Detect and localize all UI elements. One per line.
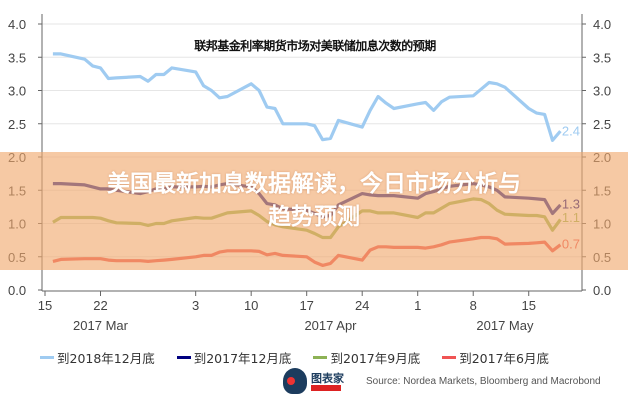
y-tick-label-right: 0.0 xyxy=(593,283,611,298)
x-tick-label: 1 xyxy=(414,298,421,313)
legend-item: 到2017年6月底 xyxy=(442,348,549,367)
legend-label: 到2018年12月底 xyxy=(57,351,155,366)
x-tick-label: 17 xyxy=(299,298,313,313)
x-tick-label: 10 xyxy=(244,298,258,313)
y-tick-label-right: 3.5 xyxy=(593,50,611,65)
x-tick-label: 24 xyxy=(355,298,369,313)
x-tick-label: 22 xyxy=(93,298,107,313)
y-tick-label-left: 3.0 xyxy=(8,84,26,99)
legend-item: 到2018年12月底 xyxy=(40,348,155,367)
x-tick-labels: 15 22 3 10 17 24 1 8 15 2017 Mar 2017 Apr 2017 May xyxy=(38,291,536,333)
source-note: Source: Nordea Markets, Bloomberg and Ma… xyxy=(366,376,601,387)
logo-text: 图表家 xyxy=(311,372,344,385)
y-tick-label-right: 2.5 xyxy=(593,117,611,132)
legend-label: 到2017年6月底 xyxy=(459,351,549,366)
x-tick-label: 15 xyxy=(38,298,52,313)
logo-head-icon xyxy=(283,368,307,394)
legend-label: 到2017年12月底 xyxy=(193,351,292,366)
x-month-label: 2017 Mar xyxy=(73,318,129,333)
legend-swatch xyxy=(442,356,457,359)
x-month-label: 2017 Apr xyxy=(304,318,357,333)
legend-label: 到2017年9月底 xyxy=(330,351,421,366)
headline-line-2: 趋势预测 xyxy=(268,204,360,230)
y-tick-label-left: 3.5 xyxy=(8,50,26,65)
chart-title: 联邦基金利率期货市场对美联储加息次数的预期 xyxy=(160,37,470,54)
legend-swatch xyxy=(40,356,54,359)
legend-item: 到2017年12月底 xyxy=(176,348,292,367)
headline-banner xyxy=(0,152,628,270)
logo-bar xyxy=(311,385,341,391)
legend: 到2018年12月底 到2017年12月底 到2017年9月底 到2017年6月… xyxy=(40,348,571,367)
series-line xyxy=(52,52,562,142)
legend-swatch xyxy=(176,356,191,359)
y-tick-label-right: 3.0 xyxy=(593,84,611,99)
x-tick-label: 15 xyxy=(521,298,535,313)
legend-swatch xyxy=(313,356,328,359)
end-value-label: 2.4 xyxy=(562,123,580,138)
y-tick-label-left: 0.0 xyxy=(8,283,26,298)
y-tick-label-left: 4.0 xyxy=(8,17,26,32)
x-month-label: 2017 May xyxy=(476,318,534,333)
x-tick-label: 8 xyxy=(470,298,477,313)
y-tick-label-left: 2.5 xyxy=(8,117,26,132)
headline-text: 美国最新加息数据解读，今日市场分析与 趋势预测 xyxy=(20,168,608,234)
y-tick-label-right: 4.0 xyxy=(593,17,611,32)
legend-item: 到2017年9月底 xyxy=(313,348,420,367)
logo: 图表家 xyxy=(283,368,353,396)
x-tick-label: 3 xyxy=(192,298,199,313)
headline-line-1: 美国最新加息数据解读，今日市场分析与 xyxy=(107,171,521,197)
